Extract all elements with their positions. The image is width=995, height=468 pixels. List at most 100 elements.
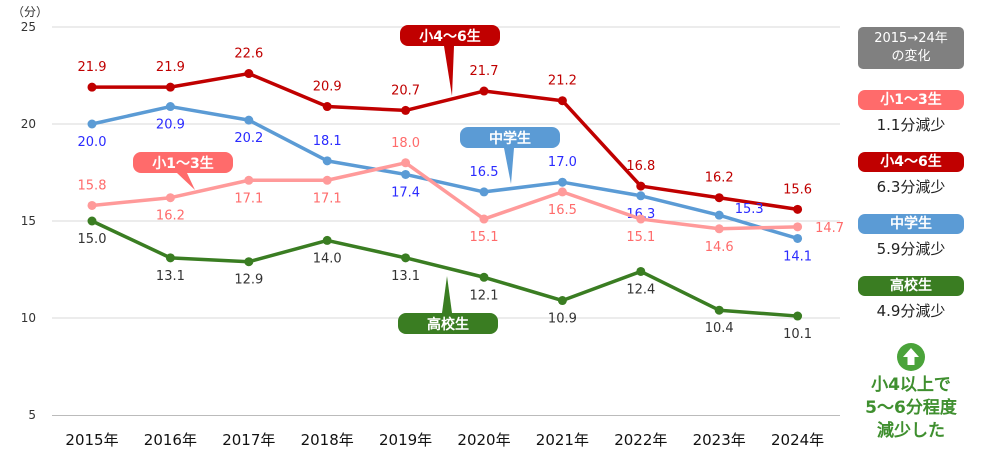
data-point — [636, 214, 646, 224]
callout-label: 高校生 — [427, 316, 469, 333]
data-point — [244, 115, 254, 125]
data-label: 16.2 — [705, 171, 734, 186]
x-tick-label: 2016年 — [144, 431, 197, 449]
series-line — [91, 219, 798, 318]
data-label: 12.9 — [234, 273, 263, 288]
callout-box — [460, 127, 560, 148]
x-tick-label: 2015年 — [65, 431, 118, 449]
change-header-line1: 2015→24年 — [874, 31, 948, 46]
data-label: 17.1 — [234, 191, 263, 206]
conclusion-line: 小4以上で — [871, 375, 951, 395]
y-tick-label: 5 — [28, 408, 36, 422]
data-point — [714, 224, 724, 234]
x-tick-label: 2020年 — [457, 431, 510, 449]
data-label: 20.7 — [391, 83, 420, 98]
change-item-value: 6.3分減少 — [876, 178, 946, 196]
data-point — [557, 177, 567, 187]
change-header: 2015→24年 の変化 — [858, 27, 964, 69]
data-point — [165, 193, 175, 203]
data-label: 10.9 — [548, 312, 577, 327]
data-label: 20.0 — [78, 135, 107, 150]
data-label: 16.5 — [470, 165, 499, 180]
change-item-label: 中学生 — [858, 214, 964, 234]
data-point — [87, 216, 97, 226]
change-item: 小1～3生 1.1分減少 — [858, 90, 964, 135]
data-label: 10.4 — [705, 321, 734, 336]
callout-box — [133, 152, 233, 173]
callout-pointer — [444, 46, 454, 96]
conclusion-block: 小4以上で 5～6分程度 減少した — [858, 342, 964, 443]
data-point — [401, 105, 411, 115]
data-label: 21.7 — [470, 64, 499, 79]
data-point — [636, 266, 646, 276]
data-label: 18.1 — [313, 134, 342, 149]
x-tick-label: 2017年 — [222, 431, 275, 449]
x-tick-label: 2021年 — [536, 431, 589, 449]
data-label: 20.2 — [234, 131, 263, 146]
change-item-label: 小4～6生 — [858, 152, 964, 172]
data-point — [636, 191, 646, 201]
data-point — [479, 272, 489, 282]
change-header-line2: の変化 — [891, 49, 931, 64]
data-point — [401, 253, 411, 263]
data-label: 14.7 — [815, 221, 844, 236]
data-label: 14.6 — [705, 240, 734, 255]
data-point — [557, 296, 567, 306]
data-label: 22.6 — [234, 47, 263, 62]
data-point — [322, 235, 332, 245]
callout-box — [398, 313, 498, 334]
data-point — [165, 253, 175, 263]
data-label: 15.1 — [626, 230, 655, 245]
callout-label: 小1～3生 — [152, 155, 213, 172]
change-item: 中学生 5.9分減少 — [858, 214, 964, 259]
x-tick-label: 2022年 — [614, 431, 667, 449]
data-point — [793, 204, 803, 214]
data-point — [322, 102, 332, 112]
data-label: 15.0 — [78, 232, 107, 247]
data-label: 14.0 — [313, 251, 342, 266]
callout-pointer — [177, 173, 195, 190]
change-item-label: 高校生 — [858, 276, 964, 296]
change-item-value: 5.9分減少 — [876, 240, 946, 258]
data-label: 17.0 — [548, 155, 577, 170]
data-point — [322, 175, 332, 185]
data-label: 15.8 — [78, 178, 107, 193]
data-point — [793, 233, 803, 243]
y-tick-label: 10 — [21, 311, 36, 325]
data-label: 21.9 — [78, 60, 107, 75]
data-label: 12.1 — [470, 288, 499, 303]
callout-box — [400, 25, 500, 46]
data-label: 13.1 — [391, 269, 420, 284]
y-tick-label: 25 — [21, 20, 36, 34]
data-point — [244, 175, 254, 185]
data-label: 15.1 — [470, 230, 499, 245]
data-label: 14.1 — [783, 249, 812, 264]
data-point — [479, 187, 489, 197]
y-tick-label: 20 — [21, 117, 36, 131]
line-chart: 5 10 15 20 25（分） 2015年 2016年 2017年 2018年 2019年 202… — [12, 5, 844, 449]
data-point — [165, 82, 175, 92]
change-item: 高校生 4.9分減少 — [858, 276, 964, 321]
data-point — [479, 214, 489, 224]
x-tick-label: 2024年 — [771, 431, 824, 449]
data-point — [401, 158, 411, 168]
data-label: 17.4 — [391, 185, 420, 200]
data-point — [636, 181, 646, 191]
series-line — [91, 104, 799, 241]
change-item-value: 1.1分減少 — [876, 116, 946, 134]
callout-label: 中学生 — [489, 130, 531, 147]
data-point — [165, 102, 175, 112]
series-line — [92, 71, 798, 212]
x-tick-label: 2023年 — [693, 431, 746, 449]
callout-pointer — [442, 276, 452, 313]
data-label: 18.0 — [391, 136, 420, 151]
data-point — [714, 305, 724, 315]
data-point — [401, 169, 411, 179]
x-tick-label: 2018年 — [301, 431, 354, 449]
series-line — [91, 161, 798, 231]
data-label: 13.1 — [156, 269, 185, 284]
change-item-value: 4.9分減少 — [876, 302, 946, 320]
data-point — [244, 257, 254, 267]
data-label: 15.3 — [735, 202, 764, 217]
